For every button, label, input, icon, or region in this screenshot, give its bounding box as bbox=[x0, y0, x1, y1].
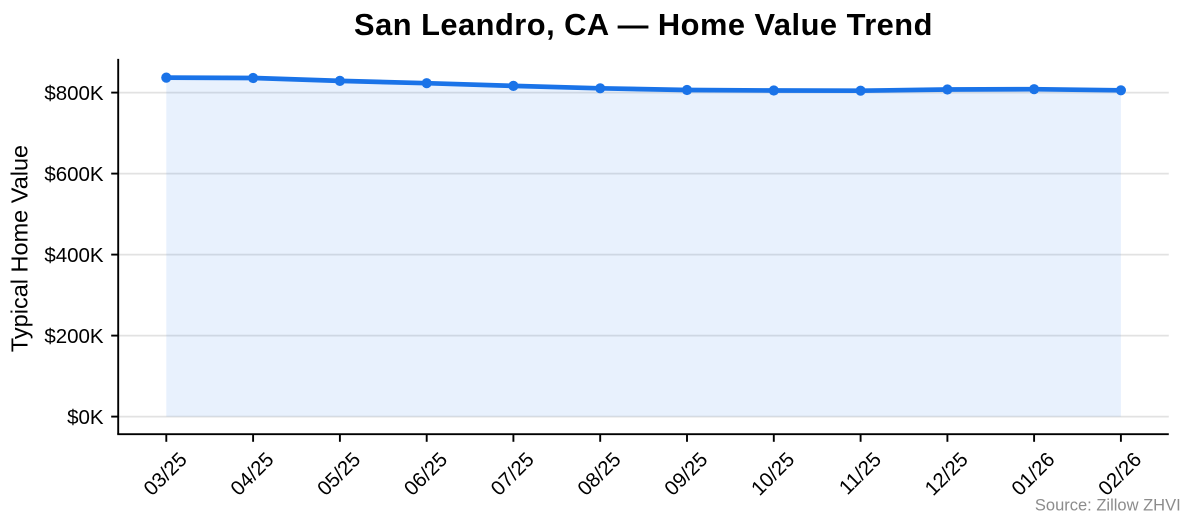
svg-text:07/25: 07/25 bbox=[487, 449, 539, 501]
svg-text:04/25: 04/25 bbox=[227, 449, 279, 501]
svg-text:01/26: 01/26 bbox=[1008, 449, 1060, 501]
svg-text:10/25: 10/25 bbox=[747, 449, 799, 501]
svg-text:$200K: $200K bbox=[44, 325, 104, 348]
svg-text:06/25: 06/25 bbox=[400, 449, 452, 501]
svg-text:11/25: 11/25 bbox=[835, 449, 886, 500]
svg-text:$600K: $600K bbox=[44, 163, 104, 186]
svg-text:05/25: 05/25 bbox=[314, 449, 366, 501]
svg-text:09/25: 09/25 bbox=[661, 449, 713, 501]
svg-text:03/25: 03/25 bbox=[140, 449, 192, 501]
svg-text:$800K: $800K bbox=[44, 82, 104, 105]
svg-text:$0K: $0K bbox=[67, 406, 104, 429]
svg-text:$400K: $400K bbox=[44, 244, 104, 267]
svg-text:12/25: 12/25 bbox=[921, 449, 973, 501]
svg-text:San Leandro, CA — Home Value T: San Leandro, CA — Home Value Trend bbox=[354, 7, 933, 42]
svg-text:Source: Zillow ZHVI: Source: Zillow ZHVI bbox=[1035, 496, 1181, 514]
svg-text:Typical Home Value: Typical Home Value bbox=[7, 145, 33, 352]
svg-text:02/26: 02/26 bbox=[1095, 449, 1147, 501]
svg-text:08/25: 08/25 bbox=[574, 449, 626, 501]
